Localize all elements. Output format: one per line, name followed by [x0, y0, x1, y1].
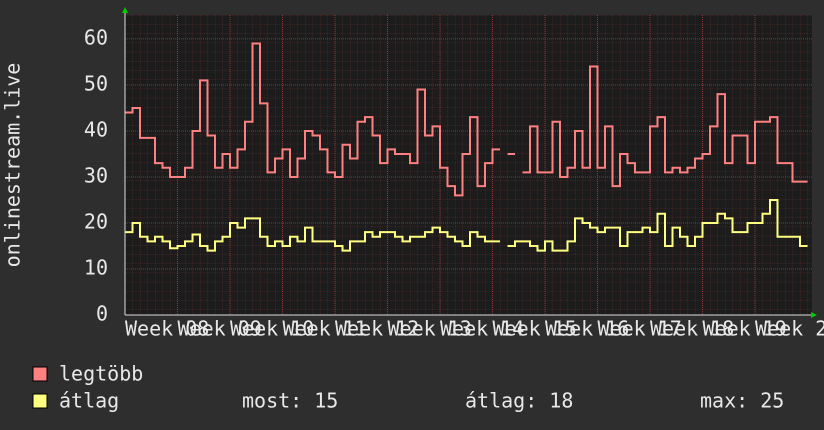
y-tick-label: 0: [96, 302, 108, 326]
series-line: [125, 42, 808, 197]
legend-swatch: [32, 393, 48, 409]
y-tick-label: 40: [84, 117, 108, 141]
legend-label: legtöbb: [59, 362, 143, 386]
y-tick-label: 20: [84, 209, 108, 233]
x-tick-label: Week 15: [493, 317, 577, 341]
x-tick-label: Week 17: [598, 317, 682, 341]
x-tick-label: Week 20: [755, 317, 824, 341]
x-arrow: [811, 312, 817, 318]
legend-stat: most: 15: [242, 389, 338, 413]
x-tick-label: Week 14: [440, 317, 524, 341]
x-tick-label: Week 16: [545, 317, 629, 341]
legend-swatch: [32, 366, 48, 382]
x-tick-label: Week 19: [703, 317, 787, 341]
x-tick-label: Week 08: [125, 317, 209, 341]
x-tick-label: Week 18: [650, 317, 734, 341]
y-axis-label: onlinestream.live: [1, 63, 25, 268]
x-tick-label: Week 09: [178, 317, 262, 341]
x-tick-label: Week 13: [388, 317, 472, 341]
y-tick-label: 30: [84, 163, 108, 187]
minor-grid: [125, 15, 812, 315]
y-tick-label: 10: [84, 255, 108, 279]
x-tick-label: Week 11: [283, 317, 367, 341]
legend-stat: max: 25: [700, 389, 784, 413]
y-tick-label: 60: [84, 25, 108, 49]
series-line: [125, 198, 808, 252]
y-arrow: [122, 7, 128, 13]
legend-stat: átlag: 18: [465, 389, 573, 413]
x-tick-label: Week 10: [230, 317, 314, 341]
legend-label: átlag: [59, 389, 119, 413]
y-tick-label: 50: [84, 71, 108, 95]
x-tick-label: Week 12: [335, 317, 419, 341]
